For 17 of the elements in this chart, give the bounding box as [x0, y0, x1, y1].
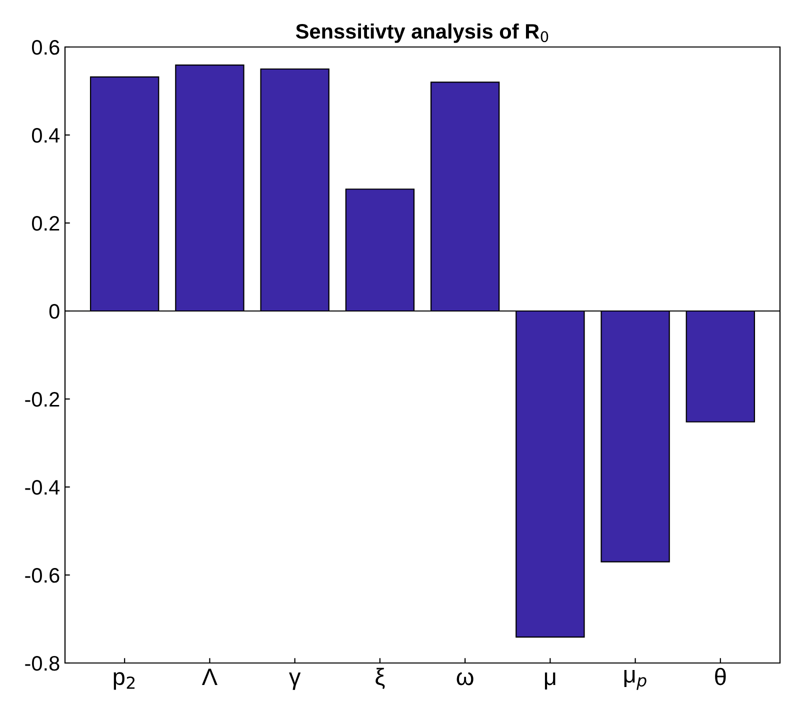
x-tick-label: Λ	[202, 668, 218, 685]
x-tick-label: ω	[456, 672, 474, 686]
x-tick-label: μ$_{p}$	[624, 670, 646, 690]
y-tick-label: -0.8	[25, 656, 60, 671]
y-tick-label: 0.2	[32, 216, 60, 231]
x-tick-label: θ	[715, 668, 726, 686]
y-tick-label: 0.6	[32, 40, 60, 55]
x-tick-label: γ	[289, 672, 301, 690]
y-tick-label: 0.4	[32, 128, 60, 143]
y-tick-label: -0.6	[25, 568, 60, 583]
x-tick-label: ξ	[376, 668, 385, 690]
chart-title: Senssitivty analysis of R$_{0}$	[296, 23, 548, 43]
y-tick-label: -0.2	[25, 392, 60, 407]
x-tick-label: μ	[544, 672, 556, 690]
x-tick-label: p$_{2}$	[114, 672, 135, 690]
y-tick-label: -0.4	[25, 480, 60, 495]
y-tick-label: 0	[49, 304, 60, 319]
